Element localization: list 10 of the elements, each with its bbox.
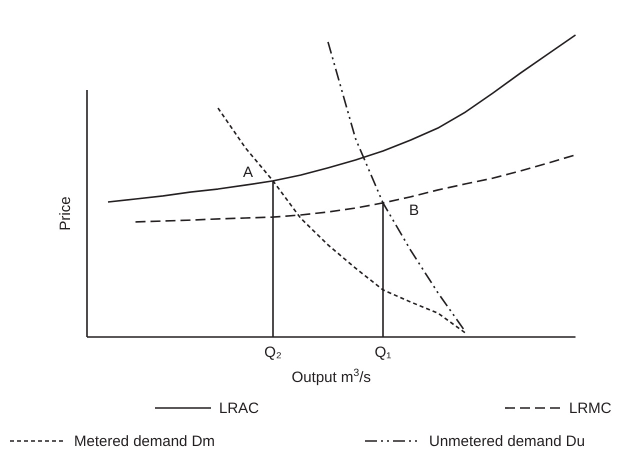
annotation: B	[409, 202, 420, 219]
x-tick-label: Q₂	[264, 344, 282, 361]
x-tick-label: Q₁	[374, 344, 392, 361]
legend-label: Metered demand Dm	[74, 433, 215, 450]
legend-label: LRMC	[569, 400, 612, 417]
legend-label: LRAC	[219, 400, 260, 417]
legend-label: Unmetered demand Du	[429, 433, 585, 450]
x-axis-title: Output m$^{3}$/s	[292, 367, 371, 386]
annotation: A	[243, 164, 254, 181]
y-axis-title: Price	[57, 196, 74, 231]
